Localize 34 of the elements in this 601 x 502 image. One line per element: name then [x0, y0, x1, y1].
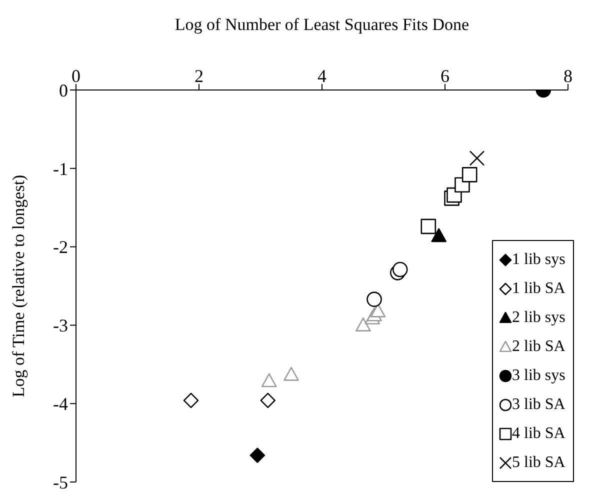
point	[366, 292, 382, 307]
legend-label: 3 lib sys	[512, 366, 566, 384]
x-tick-label: 0	[72, 66, 80, 86]
point	[462, 167, 478, 182]
y-tick-label: -5	[53, 472, 68, 492]
point	[284, 366, 299, 381]
point	[420, 218, 436, 234]
y-tick-label: -4	[53, 394, 68, 414]
point	[392, 262, 408, 278]
x-axis-title: Log of Number of Least Squares Fits Done	[174, 15, 470, 34]
point	[431, 228, 446, 242]
y-axis-title: Log of Time (relative to longest)	[9, 174, 28, 398]
x-tick-label: 2	[194, 66, 204, 86]
y-tick-label: -2	[53, 237, 68, 258]
point	[356, 318, 371, 332]
legend-label: 1 lib sys	[512, 250, 566, 268]
legend-label: 2 lib sys	[512, 308, 566, 326]
point	[183, 392, 199, 408]
y-tick-label: 0	[59, 80, 68, 100]
x-tick-label: 4	[318, 66, 326, 86]
x-tick-label: 8	[564, 66, 572, 86]
point	[260, 392, 276, 408]
legend-label: 4 lib SA	[512, 424, 566, 442]
y-tick-label: -1	[53, 158, 68, 179]
legend-label: 5 lib SA	[512, 454, 566, 472]
y-tick-label: -3	[53, 316, 68, 336]
point	[250, 448, 266, 463]
point	[261, 373, 277, 388]
point	[370, 303, 386, 318]
legend-label: 2 lib SA	[512, 338, 566, 356]
point	[469, 150, 485, 166]
legend-label: 3 lib SA	[512, 396, 566, 414]
x-tick-label: 6	[440, 66, 450, 86]
legend-label: 1 lib SA	[512, 280, 566, 298]
